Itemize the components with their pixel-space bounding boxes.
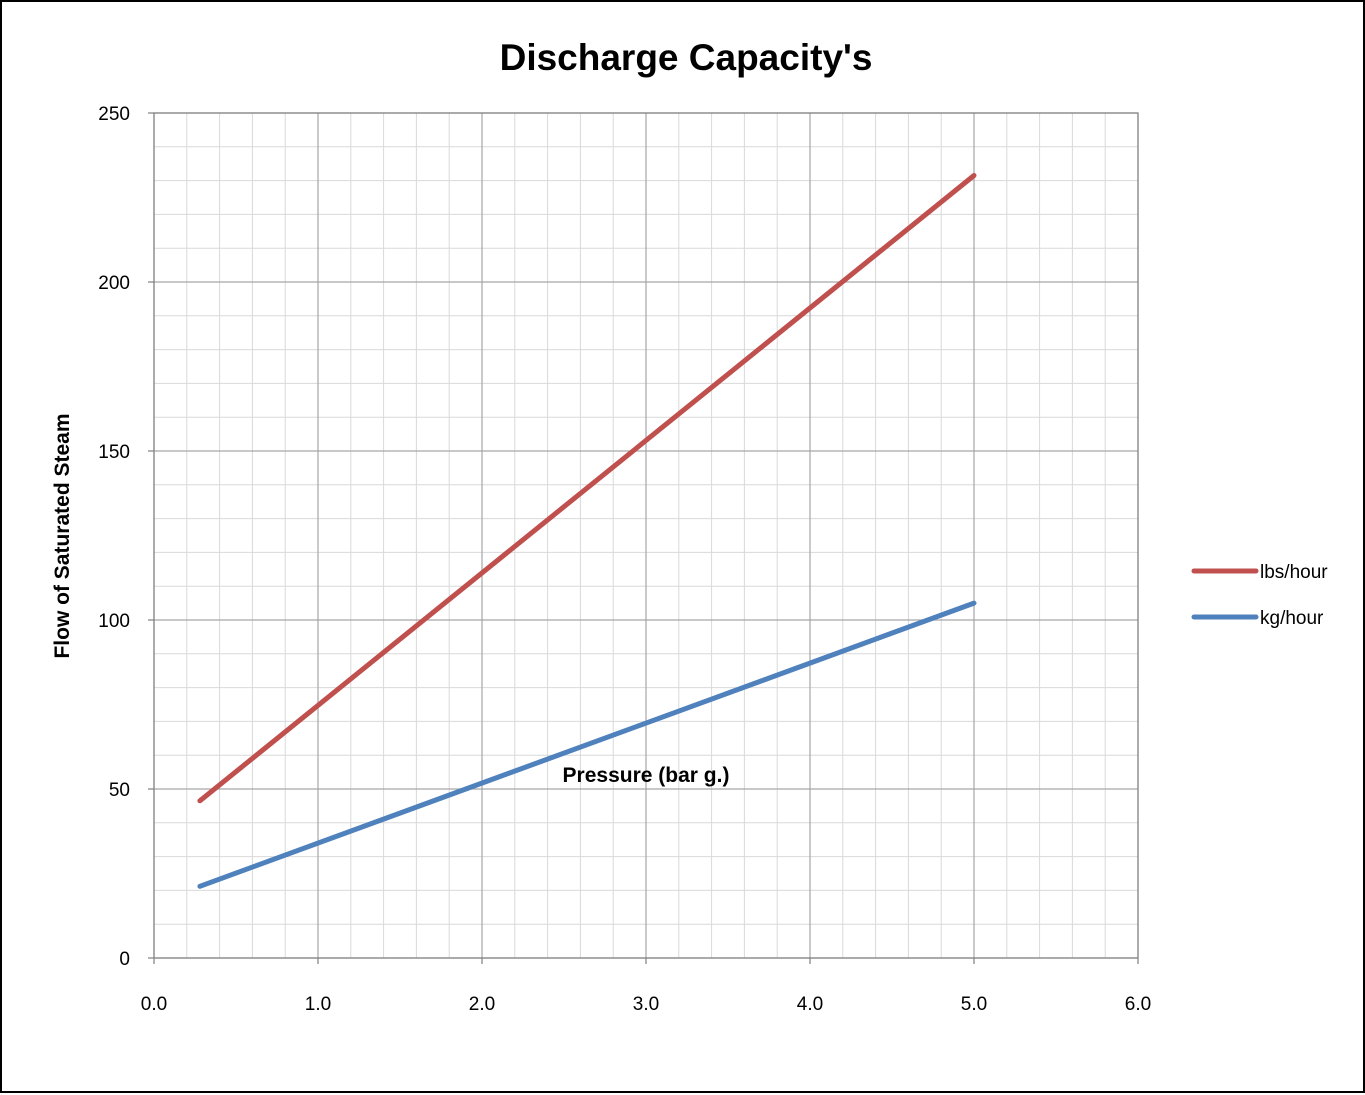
y-tick-label: 0 (119, 949, 130, 970)
x-axis-title: Pressure (bar g.) (563, 764, 730, 787)
y-axis-ticks: 0 50 100 150 200 250 (98, 104, 130, 970)
legend: lbs/hour kg/hour (1191, 562, 1328, 629)
major-gridlines (148, 112, 1139, 964)
series-line-lbs-hour (197, 173, 977, 804)
x-axis-ticks: 0.0 1.0 2.0 3.0 4.0 5.0 6.0 (141, 994, 1151, 1015)
series-line-kg-hour (197, 600, 977, 889)
series-lines (197, 173, 977, 889)
y-tick-label: 50 (109, 780, 130, 801)
legend-label-lbs-hour: lbs/hour (1260, 562, 1328, 583)
y-tick-label: 200 (98, 273, 130, 294)
x-tick-label: 2.0 (469, 994, 495, 1015)
chart-title: Discharge Capacity's (500, 37, 873, 78)
y-tick-label: 100 (98, 611, 130, 632)
y-tick-label: 250 (98, 104, 130, 125)
x-tick-label: 3.0 (633, 994, 659, 1015)
x-tick-label: 4.0 (797, 994, 823, 1015)
x-tick-label: 6.0 (1125, 994, 1151, 1015)
y-tick-label: 150 (98, 442, 130, 463)
legend-label-kg-hour: kg/hour (1260, 608, 1324, 629)
plot-area-border (153, 112, 1139, 959)
plot-area-outline (153, 112, 1139, 959)
x-tick-label: 0.0 (141, 994, 167, 1015)
x-tick-label: 1.0 (305, 994, 331, 1015)
x-tick-label: 5.0 (961, 994, 987, 1015)
y-axis-title: Flow of Saturated Steam (51, 413, 74, 658)
